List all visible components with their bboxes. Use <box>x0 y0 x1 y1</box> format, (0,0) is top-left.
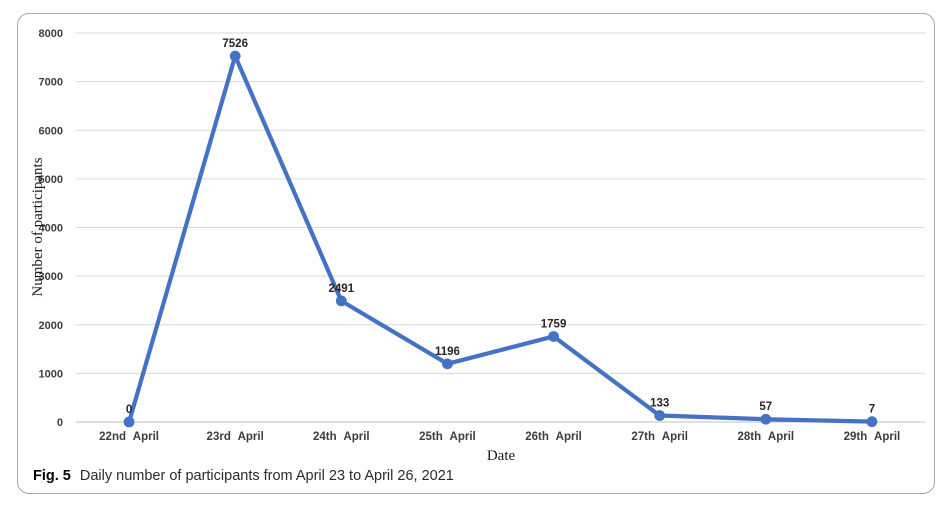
y-tick-label: 1000 <box>39 368 63 380</box>
x-tick-label: 26th April <box>525 431 582 443</box>
y-tick-label: 6000 <box>39 125 63 137</box>
x-tick-label: 28th April <box>738 431 795 443</box>
gridlines <box>76 32 925 423</box>
y-tick-label: 2000 <box>39 320 63 332</box>
data-point-marker <box>654 410 666 421</box>
data-point-marker <box>123 416 135 428</box>
y-tick-label: 4000 <box>39 223 63 235</box>
data-point-marker <box>442 358 453 370</box>
y-axis-tick-labels: 0 1000 2000 3000 4000 5000 6000 7000 8000 <box>39 28 63 429</box>
x-tick-label: 25th April <box>419 431 476 443</box>
figure-caption: Fig. 5 Daily number of participants from … <box>33 466 454 486</box>
x-axis-title: Date <box>487 448 516 464</box>
data-point-label: 7 <box>869 404 875 416</box>
data-point-marker <box>866 416 878 428</box>
data-point-label: 1759 <box>541 318 567 330</box>
figure-caption-label: Fig. 5 <box>33 468 71 484</box>
y-tick-label: 5000 <box>39 174 63 186</box>
data-point-marker <box>229 50 241 62</box>
y-tick-label: 3000 <box>39 271 63 283</box>
line-series <box>123 50 878 428</box>
y-tick-label: 0 <box>57 417 63 429</box>
series-polyline <box>126 53 875 425</box>
data-point-label: 7526 <box>222 38 248 50</box>
x-tick-label: 22nd April <box>99 431 159 443</box>
x-tick-label: 24th April <box>313 431 370 443</box>
data-point-label: 0 <box>126 404 132 416</box>
data-point-label: 57 <box>759 401 772 413</box>
figure-panel <box>17 13 935 494</box>
x-tick-label: 23rd April <box>207 431 264 443</box>
x-axis-tick-labels: 22nd April 23rd April 24th April 25th April… <box>99 431 900 443</box>
data-point-marker <box>760 413 772 425</box>
x-tick-label: 27th April <box>631 431 688 443</box>
y-tick-label: 8000 <box>39 28 63 40</box>
data-labels: 0 7526 2491 1196 1759 133 57 7 <box>126 38 875 416</box>
x-tick-label: 29th April <box>844 431 901 443</box>
data-point-label: 133 <box>650 398 669 410</box>
data-point-label: 1196 <box>435 346 460 358</box>
data-point-marker <box>548 331 559 342</box>
data-point-marker <box>335 295 347 307</box>
y-axis-title: Number of participants <box>30 157 46 296</box>
y-tick-label: 7000 <box>39 77 63 89</box>
data-point-label: 2491 <box>329 283 355 295</box>
figure-caption-text: Daily number of participants from April … <box>79 468 454 484</box>
